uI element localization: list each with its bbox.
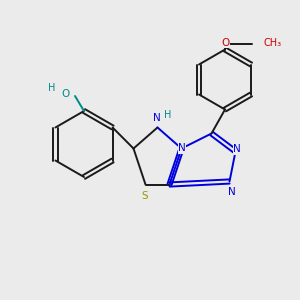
Text: N: N: [153, 113, 161, 123]
Text: CH₃: CH₃: [263, 38, 281, 49]
Text: H: H: [48, 83, 55, 93]
Text: O: O: [221, 38, 229, 48]
Text: O: O: [61, 89, 70, 100]
Text: S: S: [142, 191, 148, 201]
Text: H: H: [164, 110, 172, 120]
Text: N: N: [178, 143, 186, 153]
Text: N: N: [233, 144, 241, 154]
Text: N: N: [228, 187, 236, 197]
